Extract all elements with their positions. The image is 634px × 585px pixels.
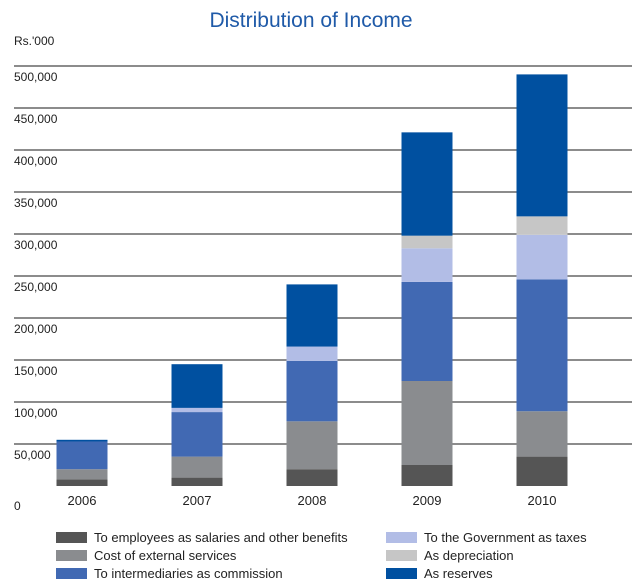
bar-segment-2010-series-0: [516, 456, 568, 486]
bar-segment-2010-series-5: [516, 74, 568, 217]
bar-segment-2007-series-2: [171, 412, 223, 457]
y-tick-label: 200,000: [14, 322, 58, 336]
bar-segment-2010-series-2: [516, 279, 568, 412]
y-tick-label: 100,000: [14, 406, 58, 420]
legend-swatch: [56, 567, 87, 579]
legend-label: As reserves: [424, 565, 493, 581]
y-tick-label: 400,000: [14, 154, 58, 168]
bar-segment-2009-series-5: [401, 132, 453, 236]
bar-segment-2006-series-5: [56, 439, 108, 442]
y-tick-label: 350,000: [14, 196, 58, 210]
legend-label: Cost of external services: [94, 547, 237, 563]
legend-label: To the Government as taxes: [424, 529, 587, 545]
legend-item: To the Government as taxes: [386, 528, 587, 546]
bar-segment-2010-series-4: [516, 216, 568, 235]
legend-item: Cost of external services: [56, 546, 236, 564]
bar-segment-2010-series-3: [516, 234, 568, 280]
x-tick-label: 2006: [68, 493, 97, 508]
legend-item: As depreciation: [386, 546, 514, 564]
bar-segment-2009-series-1: [401, 381, 453, 465]
bar-segment-2007-series-5: [171, 364, 223, 408]
x-tick-label: 2010: [528, 493, 557, 508]
x-tick-label: 2008: [298, 493, 327, 508]
y-axis-tick-labels: 0 50,000 100,000 150,000 200,000 250,000 300,0…: [14, 70, 58, 513]
legend-label: To intermediaries as commission: [94, 565, 283, 581]
bar-segment-2010-series-1: [516, 411, 568, 457]
legend-swatch: [56, 549, 87, 561]
bar-segment-2007-series-1: [171, 456, 223, 478]
x-tick-label: 2007: [183, 493, 212, 508]
x-axis-tick-labels: 2006 2007 2008 2009 2010: [68, 493, 557, 508]
legend-swatch: [386, 531, 417, 543]
legend-item: To employees as salaries and other benef…: [56, 528, 348, 546]
bar-segment-2007-series-0: [171, 477, 223, 486]
legend-swatch: [386, 567, 417, 579]
bar-segment-2009-series-4: [401, 235, 453, 249]
bar-segment-2008-series-0: [286, 469, 338, 486]
stacked-bars: [56, 74, 568, 486]
y-tick-label: 250,000: [14, 280, 58, 294]
y-tick-label: 0: [14, 499, 21, 513]
bar-segment-2009-series-0: [401, 465, 453, 486]
y-tick-label: 300,000: [14, 238, 58, 252]
y-tick-label: 50,000: [14, 448, 51, 462]
bar-segment-2006-series-2: [56, 441, 108, 470]
legend-swatch: [56, 531, 87, 543]
bar-segment-2006-series-1: [56, 469, 108, 480]
bar-segment-2008-series-1: [286, 421, 338, 470]
bar-segment-2008-series-5: [286, 284, 338, 347]
chart-legend: To employees as salaries and other benef…: [56, 528, 626, 584]
bar-segment-2008-series-3: [286, 346, 338, 361]
chart-title: Distribution of Income: [209, 9, 412, 32]
bar-segment-2007-series-3: [171, 407, 223, 413]
legend-item: To intermediaries as commission: [56, 564, 283, 582]
distribution-of-income-chart: Distribution of Income Rs.'000 0 50,000 10…: [14, 9, 632, 513]
bar-segment-2009-series-2: [401, 281, 453, 381]
y-tick-label: 150,000: [14, 364, 58, 378]
legend-label: As depreciation: [424, 547, 514, 563]
x-tick-label: 2009: [413, 493, 442, 508]
bar-segment-2006-series-0: [56, 479, 108, 486]
y-axis-unit-label: Rs.'000: [14, 34, 55, 48]
legend-label: To employees as salaries and other benef…: [94, 529, 348, 545]
bar-segment-2009-series-3: [401, 248, 453, 282]
y-tick-label: 450,000: [14, 112, 58, 126]
legend-item: As reserves: [386, 564, 493, 582]
gridlines: [14, 65, 632, 445]
legend-swatch: [386, 549, 417, 561]
bar-segment-2008-series-2: [286, 360, 338, 422]
y-tick-label: 500,000: [14, 70, 58, 84]
